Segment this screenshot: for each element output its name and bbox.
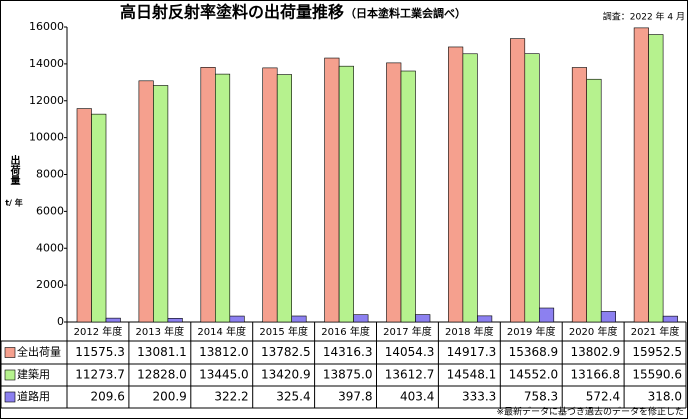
bar bbox=[138, 80, 154, 323]
legend-label: 全出荷量 bbox=[17, 345, 61, 359]
y-axis-label: 出荷量 bbox=[8, 154, 21, 185]
bar bbox=[167, 317, 183, 323]
bar bbox=[215, 73, 231, 323]
value-label: 14917.3 bbox=[447, 345, 497, 359]
y-tick-label: 0 bbox=[57, 315, 64, 328]
value-label: 758.3 bbox=[524, 390, 558, 404]
value-label: 200.9 bbox=[152, 390, 186, 404]
bar bbox=[229, 315, 245, 323]
y-tick-label: 16000 bbox=[29, 20, 64, 33]
bar bbox=[291, 315, 307, 323]
y-tick-label: 4000 bbox=[36, 241, 64, 254]
x-tick-label: 2014 年度 bbox=[197, 325, 246, 338]
bar bbox=[648, 34, 664, 323]
chart-subtitle: （日本塗料工業会調べ） bbox=[345, 6, 466, 20]
y-tick-label: 10000 bbox=[29, 131, 64, 144]
value-label: 13782.5 bbox=[261, 345, 311, 359]
bar bbox=[200, 67, 216, 323]
x-tick-label: 2012 年度 bbox=[74, 325, 123, 338]
bar bbox=[105, 317, 121, 323]
value-label: 15590.6 bbox=[632, 368, 682, 382]
legend-label: 道路用 bbox=[17, 389, 50, 403]
legend-swatch bbox=[4, 347, 16, 358]
bar bbox=[153, 85, 169, 323]
value-label: 13445.0 bbox=[199, 368, 249, 382]
y-axis-unit: t/ 年 bbox=[5, 198, 23, 208]
survey-note: 調査：2022 年 4 月 bbox=[603, 11, 685, 23]
value-label: 325.4 bbox=[276, 390, 310, 404]
bar bbox=[509, 38, 526, 323]
y-tick-label: 8000 bbox=[36, 168, 64, 181]
value-label: 14054.3 bbox=[385, 345, 435, 359]
value-label: 14552.0 bbox=[509, 368, 559, 382]
y-tick-label: 2000 bbox=[36, 278, 64, 291]
value-label: 11273.7 bbox=[75, 368, 125, 382]
bar bbox=[586, 78, 602, 323]
bar bbox=[662, 315, 678, 323]
value-label: 318.0 bbox=[648, 390, 682, 404]
bar bbox=[338, 65, 354, 323]
bar bbox=[600, 311, 617, 323]
value-label: 14548.1 bbox=[447, 368, 497, 382]
x-tick-label: 2013 年度 bbox=[136, 325, 185, 338]
value-label: 13802.9 bbox=[570, 345, 620, 359]
y-tick-label: 6000 bbox=[36, 204, 64, 217]
x-tick-label: 2016 年度 bbox=[321, 325, 370, 338]
bar bbox=[276, 74, 293, 323]
bar bbox=[400, 70, 416, 323]
bar bbox=[76, 108, 92, 323]
value-label: 13166.8 bbox=[570, 368, 620, 382]
bar bbox=[324, 57, 340, 323]
value-label: 13420.9 bbox=[261, 368, 311, 382]
value-label: 13612.7 bbox=[385, 368, 435, 382]
bar bbox=[386, 62, 402, 323]
x-tick-label: 2019 年度 bbox=[507, 325, 556, 338]
value-label: 11575.3 bbox=[75, 345, 125, 359]
legend-swatch bbox=[4, 391, 16, 403]
chart-title: 高日射反射率塗料の出荷量推移 bbox=[120, 3, 344, 22]
value-label: 322.2 bbox=[214, 390, 248, 404]
value-label: 13812.0 bbox=[199, 345, 249, 359]
bar bbox=[91, 113, 107, 323]
y-tick-label: 12000 bbox=[29, 94, 64, 107]
x-tick-label: 2018 年度 bbox=[445, 325, 494, 338]
x-tick-label: 2015 年度 bbox=[259, 325, 308, 338]
legend-label: 建築用 bbox=[17, 367, 50, 381]
bar bbox=[477, 315, 493, 323]
value-label: 13875.0 bbox=[323, 368, 373, 382]
footnote: ※最新データに基づき過去のデータを修正した bbox=[496, 406, 684, 418]
value-label: 403.4 bbox=[400, 390, 434, 404]
value-label: 572.4 bbox=[586, 390, 620, 404]
value-label: 397.8 bbox=[338, 390, 372, 404]
value-label: 14316.3 bbox=[323, 345, 373, 359]
value-label: 13081.1 bbox=[137, 345, 187, 359]
bar bbox=[353, 314, 369, 323]
x-tick-label: 2020 年度 bbox=[569, 325, 618, 338]
bar bbox=[462, 53, 478, 323]
value-label: 15952.5 bbox=[632, 345, 682, 359]
y-tick-label: 14000 bbox=[29, 57, 64, 70]
bar bbox=[538, 307, 555, 323]
bar bbox=[524, 53, 540, 323]
bar bbox=[571, 67, 588, 323]
value-label: 209.6 bbox=[91, 390, 125, 404]
x-tick-label: 2017 年度 bbox=[383, 325, 432, 338]
legend-swatch bbox=[4, 369, 16, 381]
bar bbox=[448, 46, 464, 323]
value-label: 333.3 bbox=[462, 390, 496, 404]
x-tick-label: 2021 年度 bbox=[631, 325, 680, 338]
value-label: 12828.0 bbox=[137, 368, 187, 382]
bar bbox=[633, 27, 649, 323]
value-label: 15368.9 bbox=[509, 345, 559, 359]
bar bbox=[262, 67, 278, 323]
bar bbox=[415, 314, 431, 323]
